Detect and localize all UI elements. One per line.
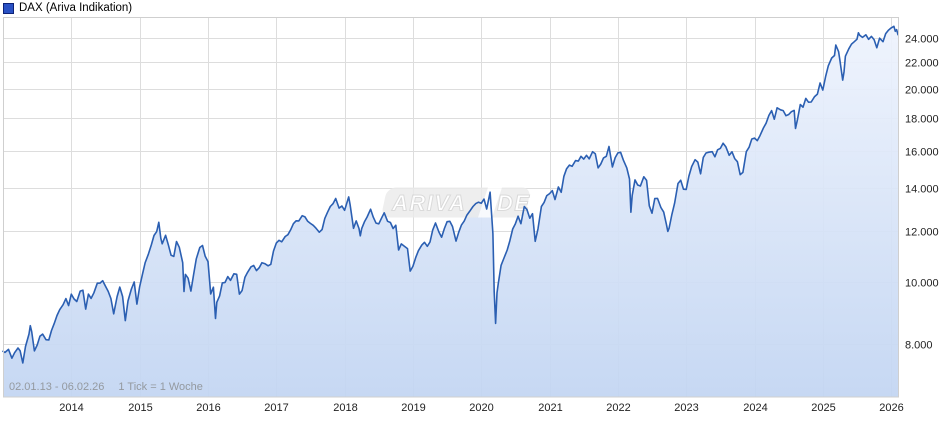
range-info: 02.01.13 - 06.02.26 1 Tick = 1 Woche [9,381,203,393]
y-tick-label: 22.000 [905,58,939,70]
x-tick-label: 2023 [674,402,698,414]
x-tick-label: 2015 [128,402,152,414]
watermark-text-right: DE [497,191,531,216]
x-tick-label: 2016 [196,402,220,414]
legend-marker [3,2,14,14]
watermark-text-left: ARIVA [391,191,466,216]
x-axis-labels: 2014 2015 2016 2017 2018 2019 2020 2021 2022 2023… [59,402,903,414]
x-tick-label: 2019 [401,402,425,414]
plot-border [3,17,899,398]
chart-title: DAX (Ariva Indikation) [19,2,133,14]
x-tick-label: 2018 [333,402,357,414]
x-tick-label: 2014 [59,402,83,414]
x-tick-label: 2025 [811,402,835,414]
y-tick-label: 18.000 [905,114,939,126]
y-axis-labels: 8.000 10.000 12.000 14.000 16.000 18.000 20.00… [905,34,939,352]
ariva-watermark: ARIVA DE [382,187,531,218]
x-tick-label: 2021 [538,402,562,414]
price-area-fill [3,26,898,398]
y-tick-label: 14.000 [905,184,939,196]
y-tick-label: 24.000 [905,34,939,46]
price-line [2,25,899,364]
x-tick-label: 2024 [743,402,767,414]
y-tick-label: 20.000 [905,85,939,97]
tick-interval-label: 1 Tick = 1 Woche [118,381,203,393]
y-tick-label: 16.000 [905,147,939,159]
y-tick-label: 10.000 [905,278,939,290]
y-tick-label: 12.000 [905,227,939,239]
y-tick-label: 8.000 [905,340,933,352]
x-tick-label: 2017 [264,402,288,414]
chart-header: DAX (Ariva Indikation) [3,1,132,15]
x-tick-label: 2026 [879,402,903,414]
x-tick-label: 2022 [606,402,630,414]
date-range-label: 02.01.13 - 06.02.26 [9,381,105,393]
x-tick-label: 2020 [469,402,493,414]
